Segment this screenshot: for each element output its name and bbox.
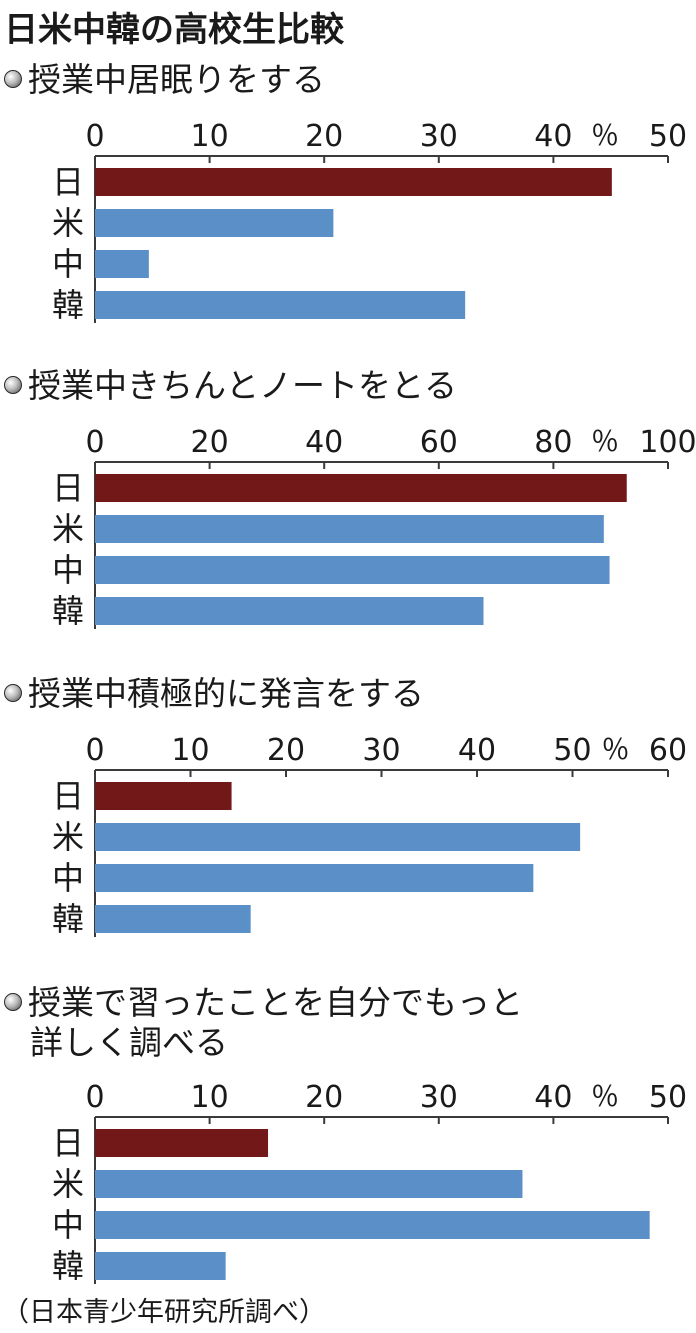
tick-label: 60 [649, 733, 687, 768]
bar-korea [95, 1252, 226, 1280]
chart-title-sleeping: 授業中居眠りをする [4, 60, 325, 100]
bar-china [95, 250, 149, 278]
tick-label: 30 [420, 119, 458, 154]
bar-usa [95, 823, 581, 851]
tick-label: 50 [649, 1080, 687, 1115]
category-label: 中 [52, 1206, 84, 1244]
tick-label: 20 [267, 733, 305, 768]
chart-title-note-taking: 授業中きちんとノートをとる [4, 366, 457, 406]
tick-label: 30 [420, 1080, 458, 1115]
category-label: 日 [52, 163, 84, 201]
tick-label: 0 [85, 119, 104, 154]
unit-label: ％ [591, 1080, 619, 1113]
category-label: 米 [52, 204, 84, 242]
tick-label: 0 [85, 1080, 104, 1115]
category-label: 米 [52, 1165, 84, 1203]
category-label: 米 [52, 818, 84, 856]
tick-label: 20 [305, 119, 343, 154]
chart-title-speaking-up: 授業中積極的に発言をする [4, 674, 424, 714]
category-label: 韓 [52, 286, 84, 324]
tick-label: 40 [534, 1080, 572, 1115]
tick-label: 40 [534, 119, 572, 154]
tick-label: 20 [305, 1080, 343, 1115]
bar-japan [95, 782, 232, 810]
source-note: （日本青少年研究所調べ） [2, 1297, 326, 1328]
tick-label: 10 [191, 1080, 229, 1115]
tick-label: 60 [420, 425, 458, 460]
bar-china [95, 1211, 650, 1239]
tick-label: 50 [649, 119, 687, 154]
bar-japan [95, 474, 627, 502]
bar-usa [95, 209, 334, 237]
chart-title-line: 授業中居眠りをする [28, 60, 325, 99]
bar-china [95, 864, 534, 892]
chart-speaking-actively: 0 10 20 30 40 50 60 ％ 日米中韓 [52, 733, 687, 938]
chart-taking-notes: 0 20 40 60 80 100 ％ 日米中韓 [52, 425, 696, 630]
unit-label: ％ [591, 119, 619, 152]
category-label: 中 [52, 551, 84, 589]
category-label: 中 [52, 245, 84, 283]
category-label: 日 [52, 469, 84, 507]
unit-label: ％ [601, 733, 629, 766]
category-label: 中 [52, 859, 84, 897]
tick-label: 40 [458, 733, 496, 768]
tick-label: 20 [191, 425, 229, 460]
tick-label: 30 [362, 733, 400, 768]
bar-japan [95, 168, 612, 196]
tick-label: 100 [639, 425, 696, 460]
chart-title-line: 授業で習ったことを自分でもっと [28, 983, 523, 1022]
category-label: 日 [52, 777, 84, 815]
tick-label: 40 [305, 425, 343, 460]
page-title: 日米中韓の高校生比較 [4, 10, 344, 50]
bar-korea [95, 291, 466, 319]
bullet-icon [4, 683, 22, 702]
category-label: 米 [52, 510, 84, 548]
unit-label: ％ [591, 425, 619, 458]
chart-title-line: 詳しく調べる [30, 1023, 228, 1062]
tick-label: 10 [191, 119, 229, 154]
bullet-icon [4, 992, 22, 1011]
category-label: 日 [52, 1124, 84, 1162]
bullet-icon [4, 375, 22, 394]
bar-korea [95, 597, 484, 625]
bullet-icon [4, 69, 22, 88]
chart-title-line: 授業中積極的に発言をする [28, 674, 424, 713]
chart-sleeping-in-class: 0 10 20 30 40 50 ％ 日米中韓 [52, 119, 687, 324]
bar-usa [95, 1170, 523, 1198]
category-label: 韓 [52, 1247, 84, 1285]
tick-label: 0 [85, 425, 104, 460]
bar-usa [95, 515, 604, 543]
bar-china [95, 556, 610, 584]
tick-label: 50 [553, 733, 591, 768]
chart-title-self-study: 授業で習ったことを自分でもっと 詳しく調べる [4, 983, 523, 1063]
bar-japan [95, 1129, 269, 1157]
chart-title-line: 授業中きちんとノートをとる [28, 366, 457, 405]
tick-label: 10 [171, 733, 209, 768]
category-label: 韓 [52, 592, 84, 630]
chart-researching-further: 0 10 20 30 40 50 ％ 日米中韓 [52, 1080, 687, 1285]
tick-label: 0 [85, 733, 104, 768]
bar-korea [95, 905, 251, 933]
category-label: 韓 [52, 900, 84, 938]
tick-label: 80 [534, 425, 572, 460]
